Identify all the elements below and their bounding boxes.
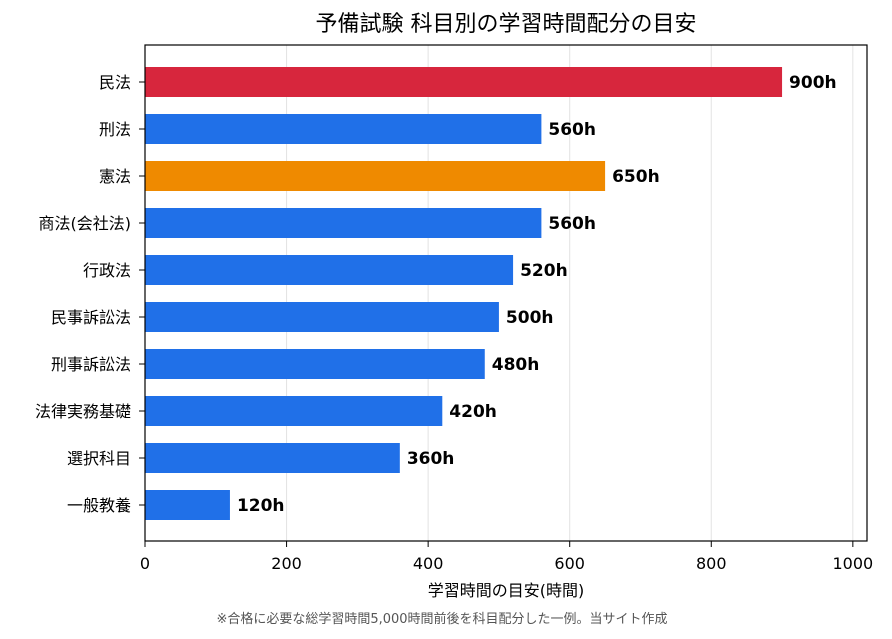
category-label: 商法(会社法) — [39, 214, 132, 233]
chart-title: 予備試験 科目別の学習時間配分の目安 — [316, 12, 697, 37]
category-label: 行政法 — [83, 261, 131, 280]
value-label: 120h — [237, 496, 285, 516]
value-label: 650h — [612, 167, 660, 187]
x-tick-label: 400 — [413, 554, 444, 573]
x-tick-label: 200 — [271, 554, 302, 573]
category-label: 一般教養 — [67, 496, 131, 515]
value-label: 480h — [492, 355, 540, 375]
value-label: 500h — [506, 308, 554, 328]
category-label: 民事訴訟法 — [51, 308, 131, 327]
bars — [145, 67, 783, 520]
plot-frame — [144, 44, 868, 542]
x-axis-label: 学習時間の目安(時間) — [428, 581, 585, 600]
bar — [145, 161, 606, 191]
x-tick-label: 600 — [554, 554, 585, 573]
value-label: 520h — [520, 261, 568, 281]
x-tick-label: 800 — [696, 554, 727, 573]
bar — [145, 67, 783, 97]
category-label: 憲法 — [99, 167, 131, 186]
category-label: 刑事訴訟法 — [51, 355, 131, 374]
bar — [145, 396, 443, 426]
bar — [145, 208, 542, 238]
category-label: 選択科目 — [67, 449, 131, 468]
category-label: 刑法 — [99, 120, 131, 139]
bar — [145, 443, 400, 473]
bar — [145, 349, 485, 379]
category-label: 民法 — [99, 73, 131, 92]
value-label: 420h — [449, 402, 497, 422]
value-label: 360h — [407, 449, 455, 469]
bar — [145, 255, 514, 285]
x-tick-label: 0 — [140, 554, 150, 573]
bar — [145, 490, 230, 520]
value-label: 560h — [548, 120, 596, 140]
category-label: 法律実務基礎 — [35, 402, 131, 421]
x-axis-ticks: 0 200 400 600 800 1000 — [140, 541, 873, 573]
x-tick-label: 1000 — [832, 554, 873, 573]
bar — [145, 114, 542, 144]
bar — [145, 302, 499, 332]
value-label: 560h — [548, 214, 596, 234]
footnote: ※合格に必要な総学習時間5,000時間前後を科目配分した一例。当サイト作成 — [216, 612, 668, 627]
value-labels: 900h 560h 650h 560h 520h 500h 480h 420h 360h 120h — [237, 73, 837, 516]
value-label: 900h — [789, 73, 837, 93]
